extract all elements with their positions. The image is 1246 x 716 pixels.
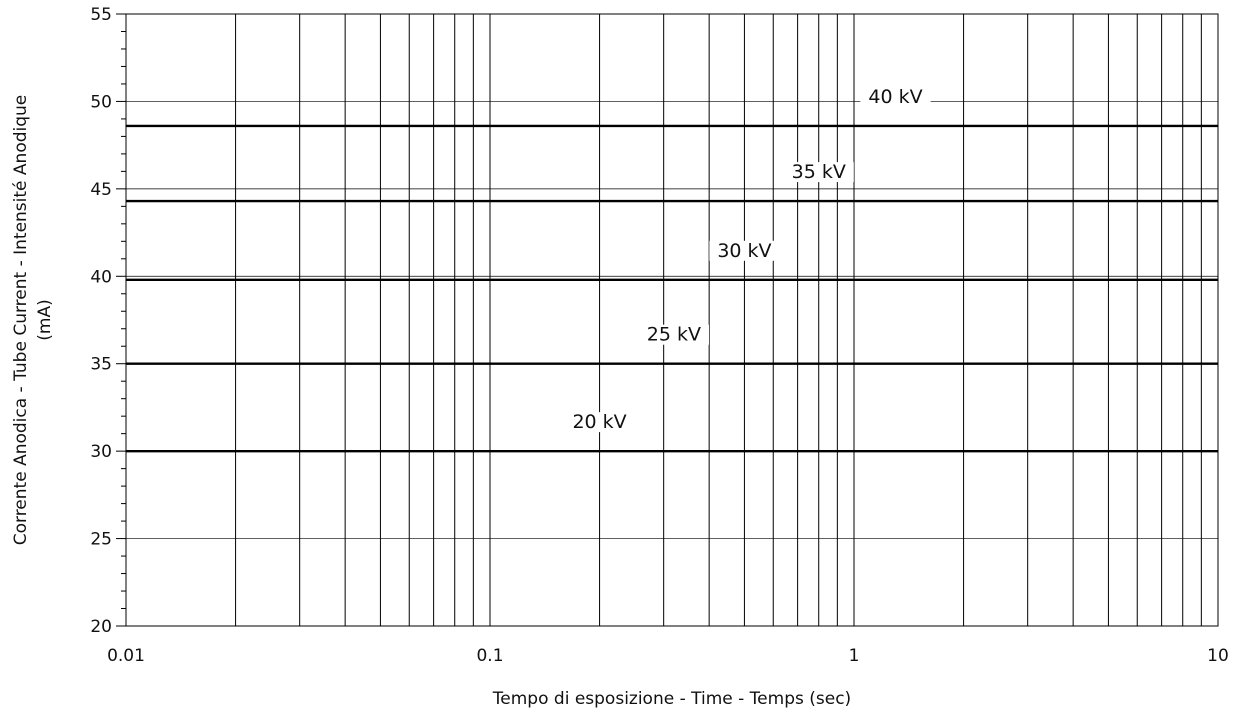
plot-frame — [125, 13, 1219, 627]
y-tick-label: 25 — [90, 530, 112, 550]
series-label: 20 kV — [572, 411, 626, 433]
y-axis-unit: (mA) — [35, 299, 55, 340]
series-labels: 20 kV 25 kV 30 kV 35 kV 40 kV — [564, 86, 931, 433]
series-label: 35 kV — [792, 161, 846, 183]
series-label-background — [638, 324, 709, 345]
series-label: 30 kV — [717, 240, 771, 262]
x-tick-label: 10 — [1207, 646, 1229, 666]
y-tick-label: 50 — [90, 92, 112, 112]
x-axis: 0.01 0.1 1 10 — [107, 646, 1229, 666]
series-lines — [126, 124, 1218, 453]
series-label-background — [783, 162, 854, 183]
y-tick-label: 40 — [90, 267, 112, 287]
series-label: 40 kV — [868, 86, 922, 108]
minor-gridlines — [235, 14, 1202, 626]
series-label: 25 kV — [647, 324, 701, 346]
x-tick-label: 0.1 — [476, 646, 503, 666]
y-tick-label: 55 — [90, 5, 112, 25]
y-tick-label: 45 — [90, 180, 112, 200]
y-axis-title: Corrente Anodica - Tube Current - Intens… — [11, 95, 31, 546]
y-tick-label: 30 — [90, 442, 112, 462]
x-tick-label: 1 — [849, 646, 860, 666]
x-tick-label: 0.01 — [107, 646, 145, 666]
series-label-background — [564, 412, 635, 433]
series-label-background — [709, 240, 780, 261]
x-axis-title: Tempo di esposizione - Time - Temps (sec… — [492, 689, 851, 709]
y-axis: 20 25 30 35 40 45 50 55 — [90, 5, 126, 637]
series-label-background — [860, 86, 931, 107]
y-tick-label: 35 — [90, 355, 112, 375]
major-gridlines — [125, 13, 1219, 627]
y-tick-label: 20 — [90, 617, 112, 637]
